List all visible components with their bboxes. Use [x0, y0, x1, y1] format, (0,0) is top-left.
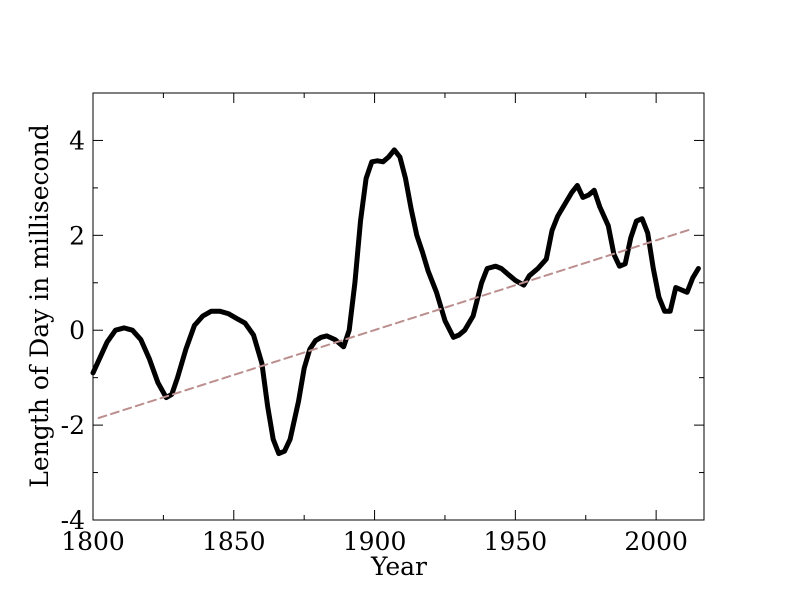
- y-tick-label: -2: [61, 411, 85, 440]
- plot-frame: [92, 92, 705, 521]
- x-tick-label: 1850: [202, 527, 266, 556]
- y-tick-label: 2: [69, 221, 85, 250]
- tick-labels: 1800 1850 1900 1950 2000 -4 -2 0 2 4: [61, 126, 688, 556]
- y-axis-label: Length of Day in millisecond: [25, 124, 54, 487]
- trend-line: [97, 228, 691, 419]
- x-axis-label: Year: [370, 552, 427, 581]
- y-tick-label: 0: [69, 316, 85, 345]
- x-tick-label: 2000: [624, 527, 688, 556]
- x-tick-label: 1800: [61, 527, 125, 556]
- data-series: [90, 147, 701, 457]
- x-tick-label: 1950: [484, 527, 548, 556]
- y-tick-label: -4: [61, 506, 85, 535]
- length-of-day-line: [90, 147, 701, 457]
- y-tick-label: 4: [69, 126, 85, 155]
- x-tick-label: 1900: [343, 527, 407, 556]
- axis-ticks: [92, 92, 704, 521]
